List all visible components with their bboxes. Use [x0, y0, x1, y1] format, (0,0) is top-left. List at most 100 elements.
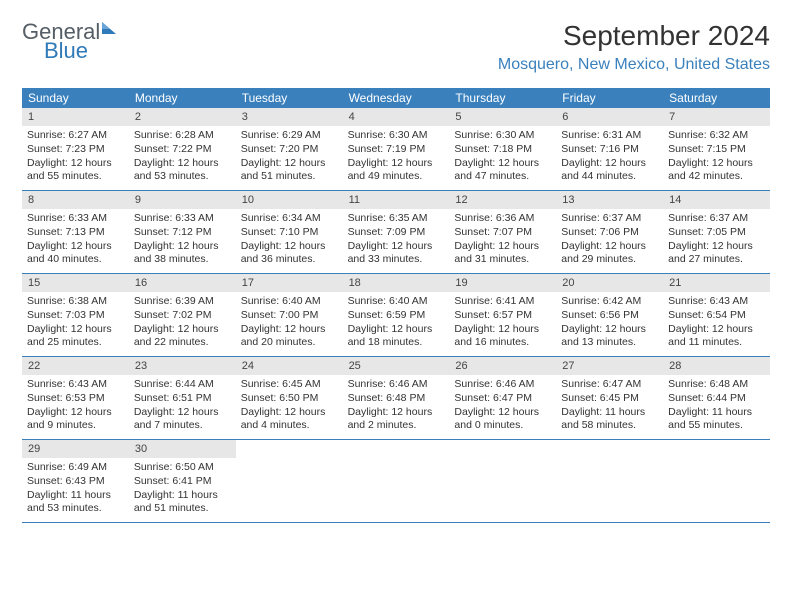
sunset-text: Sunset: 6:51 PM	[134, 392, 231, 406]
sunset-text: Sunset: 7:15 PM	[668, 143, 765, 157]
daylight-text: Daylight: 12 hours and 33 minutes.	[348, 240, 445, 267]
day-number: 5	[449, 108, 556, 126]
day-cell: 12Sunrise: 6:36 AMSunset: 7:07 PMDayligh…	[449, 191, 556, 273]
day-body: Sunrise: 6:27 AMSunset: 7:23 PMDaylight:…	[22, 129, 129, 189]
day-number: 2	[129, 108, 236, 126]
day-cell: 20Sunrise: 6:42 AMSunset: 6:56 PMDayligh…	[556, 274, 663, 356]
sunrise-text: Sunrise: 6:43 AM	[27, 378, 124, 392]
week-row: 8Sunrise: 6:33 AMSunset: 7:13 PMDaylight…	[22, 191, 770, 274]
day-body: Sunrise: 6:40 AMSunset: 6:59 PMDaylight:…	[343, 295, 450, 355]
daylight-text: Daylight: 12 hours and 36 minutes.	[241, 240, 338, 267]
sunrise-text: Sunrise: 6:40 AM	[241, 295, 338, 309]
sunrise-text: Sunrise: 6:28 AM	[134, 129, 231, 143]
day-body: Sunrise: 6:30 AMSunset: 7:18 PMDaylight:…	[449, 129, 556, 189]
day-cell: 10Sunrise: 6:34 AMSunset: 7:10 PMDayligh…	[236, 191, 343, 273]
day-cell: 2Sunrise: 6:28 AMSunset: 7:22 PMDaylight…	[129, 108, 236, 190]
day-body: Sunrise: 6:37 AMSunset: 7:05 PMDaylight:…	[663, 212, 770, 272]
day-cell: 28 Sunrise: 6:48 AMSunset: 6:44 PMDayligh…	[663, 357, 770, 439]
day-cell	[449, 440, 556, 522]
day-number: 22	[22, 357, 129, 375]
sunrise-text: Sunrise: 6:33 AM	[27, 212, 124, 226]
daylight-text: Daylight: 12 hours and 4 minutes.	[241, 406, 338, 433]
day-number: 3	[236, 108, 343, 126]
week-row: 15Sunrise: 6:38 AMSunset: 7:03 PMDayligh…	[22, 274, 770, 357]
day-cell: 24Sunrise: 6:45 AMSunset: 6:50 PMDayligh…	[236, 357, 343, 439]
day-body: Sunrise: 6:30 AMSunset: 7:19 PMDaylight:…	[343, 129, 450, 189]
daylight-text: Daylight: 12 hours and 9 minutes.	[27, 406, 124, 433]
sunrise-text: Sunrise: 6:41 AM	[454, 295, 551, 309]
day-cell: 1 Sunrise: 6:27 AMSunset: 7:23 PMDaylight…	[22, 108, 129, 190]
daylight-text: Daylight: 12 hours and 22 minutes.	[134, 323, 231, 350]
day-cell: 29 Sunrise: 6:49 AMSunset: 6:43 PMDayligh…	[22, 440, 129, 522]
sunrise-text: Sunrise: 6:27 AM	[27, 129, 124, 143]
sunset-text: Sunset: 7:22 PM	[134, 143, 231, 157]
day-number: 11	[343, 191, 450, 209]
week-row: 22Sunrise: 6:43 AMSunset: 6:53 PMDayligh…	[22, 357, 770, 440]
day-cell: 8Sunrise: 6:33 AMSunset: 7:13 PMDaylight…	[22, 191, 129, 273]
daylight-text: Daylight: 12 hours and 18 minutes.	[348, 323, 445, 350]
sunset-text: Sunset: 7:00 PM	[241, 309, 338, 323]
day-body: Sunrise: 6:31 AMSunset: 7:16 PMDaylight:…	[556, 129, 663, 189]
day-number: 29	[22, 440, 129, 458]
sunrise-text: Sunrise: 6:47 AM	[561, 378, 658, 392]
day-number: 6	[556, 108, 663, 126]
sunset-text: Sunset: 6:41 PM	[134, 475, 231, 489]
sunset-text: Sunset: 7:07 PM	[454, 226, 551, 240]
sunset-text: Sunset: 7:18 PM	[454, 143, 551, 157]
sunset-text: Sunset: 6:57 PM	[454, 309, 551, 323]
weeks-container: 1 Sunrise: 6:27 AMSunset: 7:23 PMDaylight…	[22, 108, 770, 523]
day-cell: 7Sunrise: 6:32 AMSunset: 7:15 PMDaylight…	[663, 108, 770, 190]
day-number: 19	[449, 274, 556, 292]
day-body: Sunrise: 6:42 AMSunset: 6:56 PMDaylight:…	[556, 295, 663, 355]
day-number: 12	[449, 191, 556, 209]
day-cell: 25Sunrise: 6:46 AMSunset: 6:48 PMDayligh…	[343, 357, 450, 439]
brand-text: General Blue	[22, 20, 100, 62]
day-body: Sunrise: 6:32 AMSunset: 7:15 PMDaylight:…	[663, 129, 770, 189]
sunrise-text: Sunrise: 6:46 AM	[348, 378, 445, 392]
day-cell: 14Sunrise: 6:37 AMSunset: 7:05 PMDayligh…	[663, 191, 770, 273]
daylight-text: Daylight: 12 hours and 16 minutes.	[454, 323, 551, 350]
day-cell: 26Sunrise: 6:46 AMSunset: 6:47 PMDayligh…	[449, 357, 556, 439]
weekday-header: Wednesday	[343, 88, 450, 108]
daylight-text: Daylight: 12 hours and 49 minutes.	[348, 157, 445, 184]
day-cell: 3Sunrise: 6:29 AMSunset: 7:20 PMDaylight…	[236, 108, 343, 190]
sunset-text: Sunset: 6:47 PM	[454, 392, 551, 406]
daylight-text: Daylight: 12 hours and 0 minutes.	[454, 406, 551, 433]
sunrise-text: Sunrise: 6:43 AM	[668, 295, 765, 309]
day-body: Sunrise: 6:48 AMSunset: 6:44 PMDaylight:…	[663, 378, 770, 438]
day-cell	[343, 440, 450, 522]
weekday-header: Monday	[129, 88, 236, 108]
day-number: 1	[22, 108, 129, 126]
day-body: Sunrise: 6:49 AMSunset: 6:43 PMDaylight:…	[22, 461, 129, 521]
daylight-text: Daylight: 11 hours and 58 minutes.	[561, 406, 658, 433]
daylight-text: Daylight: 12 hours and 27 minutes.	[668, 240, 765, 267]
daylight-text: Daylight: 12 hours and 13 minutes.	[561, 323, 658, 350]
daylight-text: Daylight: 12 hours and 51 minutes.	[241, 157, 338, 184]
sunrise-text: Sunrise: 6:42 AM	[561, 295, 658, 309]
day-cell: 5 Sunrise: 6:30 AMSunset: 7:18 PMDaylight…	[449, 108, 556, 190]
daylight-text: Daylight: 12 hours and 7 minutes.	[134, 406, 231, 433]
daylight-text: Daylight: 12 hours and 2 minutes.	[348, 406, 445, 433]
day-body: Sunrise: 6:40 AMSunset: 7:00 PMDaylight:…	[236, 295, 343, 355]
daylight-text: Daylight: 11 hours and 53 minutes.	[27, 489, 124, 516]
daylight-text: Daylight: 12 hours and 55 minutes.	[27, 157, 124, 184]
sunrise-text: Sunrise: 6:48 AM	[668, 378, 765, 392]
sunset-text: Sunset: 7:03 PM	[27, 309, 124, 323]
sunrise-text: Sunrise: 6:44 AM	[134, 378, 231, 392]
day-body: Sunrise: 6:35 AMSunset: 7:09 PMDaylight:…	[343, 212, 450, 272]
day-body: Sunrise: 6:34 AMSunset: 7:10 PMDaylight:…	[236, 212, 343, 272]
day-number: 4	[343, 108, 450, 126]
daylight-text: Daylight: 12 hours and 11 minutes.	[668, 323, 765, 350]
title-block: September 2024 Mosquero, New Mexico, Uni…	[498, 20, 770, 74]
sunset-text: Sunset: 7:13 PM	[27, 226, 124, 240]
brand-sail-icon	[102, 22, 116, 34]
sunrise-text: Sunrise: 6:32 AM	[668, 129, 765, 143]
sunrise-text: Sunrise: 6:50 AM	[134, 461, 231, 475]
day-body: Sunrise: 6:47 AMSunset: 6:45 PMDaylight:…	[556, 378, 663, 438]
daylight-text: Daylight: 12 hours and 38 minutes.	[134, 240, 231, 267]
day-body: Sunrise: 6:37 AMSunset: 7:06 PMDaylight:…	[556, 212, 663, 272]
sunset-text: Sunset: 7:20 PM	[241, 143, 338, 157]
day-number: 28	[663, 357, 770, 375]
day-number: 30	[129, 440, 236, 458]
sunset-text: Sunset: 6:48 PM	[348, 392, 445, 406]
